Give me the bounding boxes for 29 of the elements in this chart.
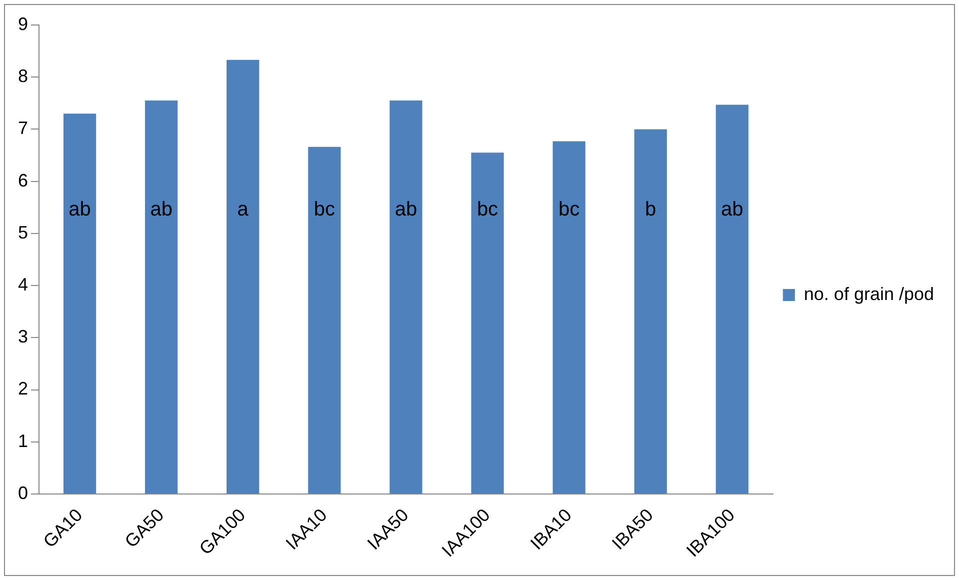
bar (145, 100, 178, 494)
y-tick-label: 5 (18, 222, 28, 242)
y-tick-label: 8 (18, 66, 28, 86)
y-tick-label: 1 (18, 430, 28, 451)
annotation: ab (394, 198, 418, 220)
y-tick-label: 6 (18, 170, 28, 190)
bar (63, 114, 96, 494)
y-tick-label: 0 (18, 482, 28, 503)
annotation: bc (476, 198, 498, 220)
bar (634, 129, 667, 494)
y-tick-label: 3 (18, 326, 28, 347)
y-tick-label: 7 (18, 118, 28, 138)
annotation: bc (314, 198, 335, 220)
bar (226, 60, 260, 494)
bar (471, 152, 504, 494)
annotation: ab (68, 198, 91, 220)
annotation: b (645, 198, 656, 220)
bar (308, 146, 341, 494)
y-tick-label: 2 (18, 378, 28, 399)
annotation: a (237, 198, 250, 220)
annotation: ab (721, 198, 744, 220)
y-tick-label: 4 (18, 274, 28, 295)
bar (552, 141, 586, 494)
annotation: bc (558, 198, 580, 220)
legend-label: no. of grain /pod (804, 284, 934, 304)
bar (390, 100, 422, 494)
annotation: ab (150, 198, 172, 220)
y-tick-label: 9 (18, 14, 28, 34)
bar (716, 104, 748, 494)
